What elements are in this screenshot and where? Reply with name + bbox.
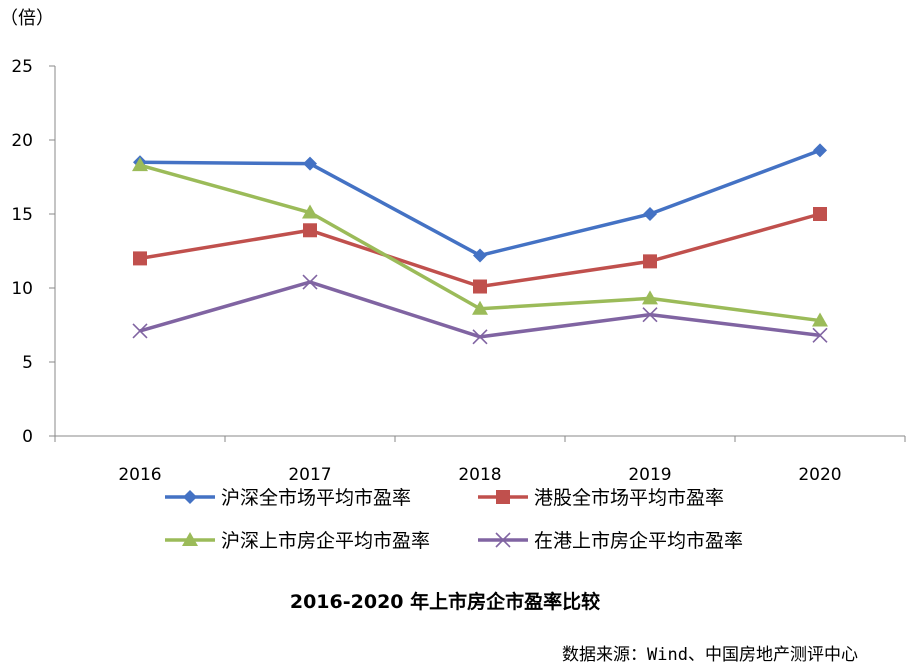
data-point [643, 254, 657, 269]
y-tick-label: 0 [22, 427, 33, 447]
data-point [303, 223, 317, 238]
x-tick-label: 2019 [628, 465, 671, 485]
y-tick-label: 20 [11, 131, 33, 151]
data-point [303, 156, 317, 171]
series-line [139, 148, 821, 258]
legend-label: 沪深全市场平均市盈率 [221, 487, 411, 509]
marker-stroke [302, 274, 318, 290]
series-2 [133, 207, 827, 294]
legend-item-2: 港股全市场平均市盈率 [478, 487, 724, 509]
legend-label: 沪深上市房企平均市盈率 [221, 530, 430, 552]
data-point [132, 157, 148, 172]
series-3 [132, 157, 828, 327]
data-point [812, 327, 828, 343]
legend-marker [182, 532, 198, 546]
marker-stroke [642, 307, 658, 323]
data-point [642, 290, 658, 305]
marker-stroke [495, 532, 511, 548]
x-tick-label: 2016 [118, 465, 161, 485]
data-point [302, 274, 318, 290]
data-point [472, 329, 488, 345]
marker-stroke [132, 323, 148, 339]
data-point [473, 248, 487, 263]
data-point [813, 143, 827, 158]
series-4 [132, 274, 828, 345]
y-tick-label: 25 [11, 57, 33, 77]
data-point [812, 312, 828, 327]
x-tick-label: 2017 [288, 465, 331, 485]
data-point [472, 300, 488, 315]
legend-marker [183, 490, 197, 504]
legend-item-3: 沪深上市房企平均市盈率 [165, 530, 430, 552]
data-point [133, 251, 147, 266]
axes: 0 5 10 15 20 25 2016 2017 2018 2019 2020 [11, 57, 906, 485]
legend-label: 港股全市场平均市盈率 [534, 487, 724, 509]
data-point [813, 207, 827, 221]
y-unit-label: （倍） [0, 8, 54, 29]
legend-item-4: 在港上市房企平均市盈率 [478, 530, 743, 552]
legend-item-1: 沪深全市场平均市盈率 [165, 487, 411, 509]
chart-title: 2016-2020 年上市房企市盈率比较 [290, 590, 600, 613]
y-tick-label: 5 [22, 353, 33, 373]
source-note: 数据来源：Wind、中国房地产测评中心 [562, 645, 858, 665]
series-layer [132, 143, 828, 345]
data-point [302, 204, 318, 219]
legend-marker [496, 490, 510, 504]
legend-label: 在港上市房企平均市盈率 [534, 530, 743, 552]
marker-stroke [812, 327, 828, 343]
data-point [642, 307, 658, 323]
x-tick-label: 2018 [458, 465, 501, 485]
data-point [473, 279, 487, 294]
data-point [132, 323, 148, 339]
marker-stroke [472, 329, 488, 345]
series-1 [133, 143, 827, 263]
y-tick-label: 10 [11, 279, 33, 299]
y-tick-label: 15 [11, 205, 33, 225]
legend-marker [495, 532, 511, 548]
x-tick-label: 2020 [798, 465, 841, 485]
data-point [643, 207, 657, 221]
